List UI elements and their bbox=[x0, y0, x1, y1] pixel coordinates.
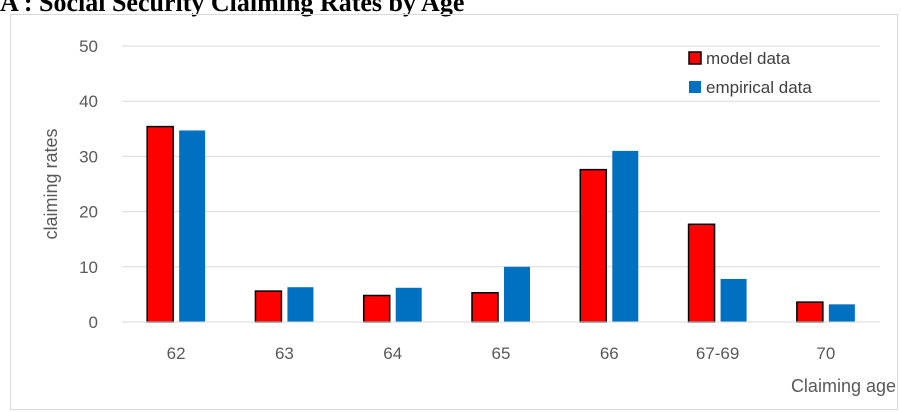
legend-swatch-empirical-data bbox=[689, 81, 701, 93]
x-tick-label: 63 bbox=[275, 344, 294, 363]
legend-swatch-model-data bbox=[688, 51, 702, 65]
x-axis-ticks: 62 63 64 65 66 67-69 70 bbox=[167, 344, 836, 363]
x-tick-label: 62 bbox=[167, 344, 186, 363]
x-axis-label: Claiming age bbox=[791, 376, 896, 396]
x-tick-label: 65 bbox=[492, 344, 511, 363]
chart-title: A : Social Security Claiming Rates by Ag… bbox=[0, 0, 465, 17]
x-tick-label: 64 bbox=[383, 344, 402, 363]
bars bbox=[146, 125, 855, 323]
y-tick-label: 20 bbox=[79, 203, 98, 222]
bar-empirical-data-64 bbox=[395, 287, 422, 322]
bar-model-data-67-69 bbox=[687, 223, 716, 323]
y-tick-label: 30 bbox=[79, 147, 98, 166]
y-tick-label: 0 bbox=[89, 313, 98, 332]
bar-model-data-66 bbox=[579, 168, 608, 323]
x-tick-label: 66 bbox=[600, 344, 619, 363]
y-tick-label: 50 bbox=[79, 37, 98, 56]
legend: model data empirical data bbox=[688, 49, 812, 97]
y-axis-label: claiming rates bbox=[41, 128, 61, 239]
bar-empirical-data-63 bbox=[287, 287, 314, 322]
bar-empirical-data-62 bbox=[179, 130, 206, 322]
bar-model-data-70 bbox=[796, 301, 824, 323]
legend-label-empirical-data: empirical data bbox=[706, 78, 812, 97]
bar-model-data-64 bbox=[362, 294, 391, 323]
x-tick-label: 70 bbox=[816, 344, 835, 363]
x-tick-label: 67-69 bbox=[696, 344, 739, 363]
y-tick-label: 40 bbox=[79, 92, 98, 111]
y-axis-ticks: 0 10 20 30 40 50 bbox=[79, 37, 98, 332]
bar-empirical-data-66 bbox=[612, 150, 639, 322]
bar-empirical-data-67-69 bbox=[720, 278, 747, 322]
y-tick-label: 10 bbox=[79, 258, 98, 277]
bar-empirical-data-65 bbox=[504, 266, 530, 322]
gridlines bbox=[122, 45, 880, 268]
chart-frame bbox=[10, 14, 898, 410]
bar-empirical-data-70 bbox=[828, 304, 855, 322]
bar-model-data-63 bbox=[254, 290, 283, 323]
bar-model-data-62 bbox=[146, 125, 174, 323]
legend-label-model-data: model data bbox=[706, 49, 791, 68]
bar-model-data-65 bbox=[471, 291, 499, 323]
